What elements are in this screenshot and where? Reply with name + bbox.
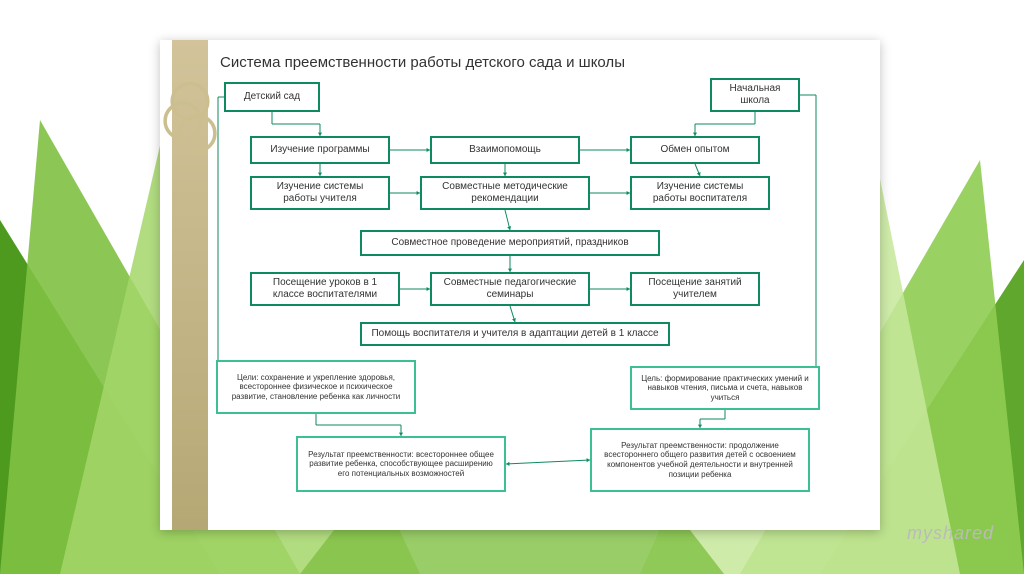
node-n4: Взаимопомощь xyxy=(430,136,580,164)
node-n3: Изучение программы xyxy=(250,136,390,164)
node-n1: Детский сад xyxy=(224,82,320,112)
node-n6: Изучение системы работы учителя xyxy=(250,176,390,210)
node-n14: Цели: сохранение и укрепление здоровья, … xyxy=(216,360,416,414)
node-n16: Результат преемственности: всестороннее … xyxy=(296,436,506,492)
side-ornament-rings xyxy=(162,80,218,160)
node-n2: Начальная школа xyxy=(710,78,800,112)
watermark: myshared xyxy=(907,523,994,544)
node-n11: Совместные педагогические семинары xyxy=(430,272,590,306)
node-n17: Результат преемственности: продолжение в… xyxy=(590,428,810,492)
node-n9: Совместное проведение мероприятий, празд… xyxy=(360,230,660,256)
slide-card: Система преемственности работы детского … xyxy=(160,40,880,530)
node-n5: Обмен опытом xyxy=(630,136,760,164)
node-n8: Изучение системы работы воспитателя xyxy=(630,176,770,210)
diagram-title: Система преемственности работы детского … xyxy=(220,54,625,71)
node-n10: Посещение уроков в 1 классе воспитателям… xyxy=(250,272,400,306)
node-n15: Цель: формирование практических умений и… xyxy=(630,366,820,410)
node-n13: Помощь воспитателя и учителя в адаптации… xyxy=(360,322,670,346)
node-n7: Совместные методические рекомендации xyxy=(420,176,590,210)
node-n12: Посещение занятий учителем xyxy=(630,272,760,306)
